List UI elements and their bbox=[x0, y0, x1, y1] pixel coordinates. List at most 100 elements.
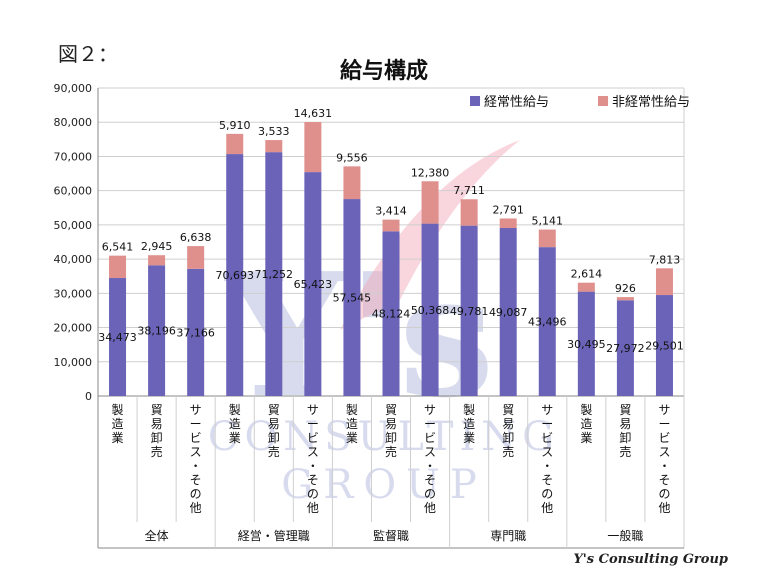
bar-irregular bbox=[148, 255, 166, 266]
data-label-irregular: 2,945 bbox=[141, 240, 173, 253]
bar-regular bbox=[148, 265, 166, 396]
bar-irregular bbox=[421, 181, 439, 224]
x-group-label: 一般職 bbox=[607, 528, 643, 543]
data-label-regular: 50,368 bbox=[411, 304, 450, 317]
y-tick-label: 80,000 bbox=[54, 116, 93, 129]
x-category-label: サービス・その他 bbox=[190, 403, 202, 515]
data-label-regular: 65,423 bbox=[294, 278, 333, 291]
y-tick-label: 0 bbox=[85, 390, 92, 403]
bar-regular bbox=[538, 247, 556, 396]
x-category-label: 貿易卸売 bbox=[502, 403, 514, 459]
data-label-regular: 27,972 bbox=[606, 342, 645, 355]
bar-regular bbox=[187, 268, 205, 396]
x-category-label: 貿易卸売 bbox=[151, 403, 163, 459]
bar-regular bbox=[109, 278, 127, 396]
data-label-irregular: 2,614 bbox=[571, 268, 603, 281]
data-label-irregular: 2,791 bbox=[492, 203, 524, 216]
bar-irregular bbox=[538, 229, 556, 248]
x-category-label: サービス・その他 bbox=[658, 403, 670, 515]
bar-irregular bbox=[616, 297, 634, 301]
legend-swatch bbox=[470, 96, 480, 106]
bar-irregular bbox=[304, 122, 322, 173]
chart-title: 給与構成 bbox=[340, 58, 428, 84]
figure-label: 図２： bbox=[58, 42, 118, 66]
bar-regular bbox=[616, 300, 634, 396]
bar-regular bbox=[304, 172, 322, 396]
bar-irregular bbox=[655, 268, 673, 296]
bar-irregular bbox=[577, 282, 595, 292]
x-category-label: サービス・その他 bbox=[541, 403, 553, 515]
y-tick-label: 10,000 bbox=[54, 356, 93, 369]
x-group-label: 全体 bbox=[145, 528, 169, 543]
data-label-irregular: 9,556 bbox=[336, 151, 368, 164]
bar-irregular bbox=[460, 199, 478, 226]
legend-swatch bbox=[598, 96, 608, 106]
x-category-label: 製造業 bbox=[112, 403, 124, 445]
legend-label: 経常性給与 bbox=[484, 95, 549, 110]
bar-irregular bbox=[109, 255, 127, 279]
data-label-regular: 34,473 bbox=[98, 331, 137, 344]
y-tick-label: 20,000 bbox=[54, 322, 93, 335]
data-label-regular: 70,693 bbox=[215, 269, 254, 282]
x-category-label: 製造業 bbox=[346, 403, 358, 445]
legend: 経常性給与 非経常性給与 bbox=[470, 95, 690, 110]
bars bbox=[109, 122, 673, 396]
x-category-label: 貿易卸売 bbox=[268, 403, 280, 459]
data-label-irregular: 6,541 bbox=[102, 241, 134, 254]
data-label-irregular: 3,414 bbox=[375, 205, 407, 218]
data-label-regular: 48,124 bbox=[372, 308, 411, 321]
watermark-line1: CONSULTING bbox=[208, 414, 560, 460]
bar-regular bbox=[499, 228, 517, 396]
watermark-line2: GROUP bbox=[281, 462, 487, 508]
x-category-label: 製造業 bbox=[580, 403, 592, 445]
data-label-regular: 30,495 bbox=[567, 338, 606, 351]
data-label-regular: 43,496 bbox=[528, 316, 567, 329]
bar-regular bbox=[265, 152, 283, 396]
y-tick-label: 90,000 bbox=[54, 82, 93, 95]
x-category-label: サービス・その他 bbox=[424, 403, 436, 515]
data-label-irregular: 6,638 bbox=[180, 231, 212, 244]
data-label-regular: 29,501 bbox=[645, 340, 684, 353]
data-label-irregular: 14,631 bbox=[294, 107, 333, 120]
x-group-label: 監督職 bbox=[373, 528, 409, 543]
data-label-irregular: 7,813 bbox=[649, 253, 681, 266]
x-group-label: 専門職 bbox=[490, 529, 526, 543]
data-label-regular: 37,166 bbox=[176, 326, 215, 339]
bar-irregular bbox=[343, 166, 361, 200]
x-category-label: 製造業 bbox=[463, 403, 475, 445]
bar-irregular bbox=[499, 218, 517, 229]
x-category-label: サービス・その他 bbox=[307, 403, 319, 515]
bar-regular bbox=[226, 154, 244, 396]
data-label-irregular: 926 bbox=[615, 282, 636, 295]
data-label-irregular: 7,711 bbox=[453, 184, 485, 197]
y-tick-label: 70,000 bbox=[54, 150, 93, 163]
data-label-regular: 38,196 bbox=[137, 325, 176, 338]
bar-irregular bbox=[382, 219, 400, 232]
data-label-regular: 49,781 bbox=[450, 305, 489, 318]
x-category-label: 貿易卸売 bbox=[619, 403, 631, 459]
bar-regular bbox=[421, 223, 439, 396]
bar-regular bbox=[460, 225, 478, 396]
bar-regular bbox=[577, 291, 595, 396]
data-label-irregular: 3,533 bbox=[258, 125, 290, 138]
y-tick-label: 30,000 bbox=[54, 287, 93, 300]
x-category-label: 製造業 bbox=[229, 403, 241, 445]
x-group-label: 経営・管理職 bbox=[238, 528, 310, 543]
y-tick-label: 50,000 bbox=[54, 219, 93, 232]
y-tick-label: 60,000 bbox=[54, 185, 93, 198]
bar-regular bbox=[382, 231, 400, 396]
bar-irregular bbox=[187, 246, 205, 269]
y-tick-label: 40,000 bbox=[54, 253, 93, 266]
bar-regular bbox=[655, 295, 673, 396]
credit-text: Y's Consulting Group bbox=[573, 552, 728, 567]
y-axis-ticks: 0 10,000 20,000 30,000 40,000 50,000 60,000 70,… bbox=[54, 82, 93, 403]
bar-irregular bbox=[265, 140, 283, 153]
legend-label: 非経常性給与 bbox=[612, 95, 690, 110]
data-labels: 6,541 34,473 2,945 38,196 6,638 37,166 5,910 70… bbox=[98, 107, 683, 355]
x-category-label: 貿易卸売 bbox=[385, 403, 397, 459]
data-label-irregular: 5,910 bbox=[219, 119, 251, 132]
bar-regular bbox=[343, 199, 361, 396]
data-label-irregular: 5,141 bbox=[532, 215, 564, 228]
data-label-irregular: 12,380 bbox=[411, 166, 450, 179]
